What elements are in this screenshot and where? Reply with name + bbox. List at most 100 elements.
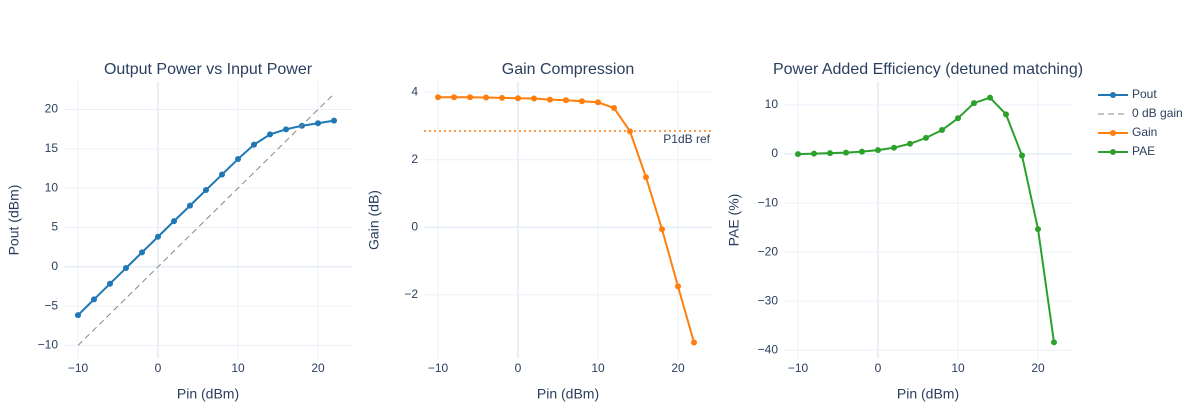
x-tick-label: 20 (671, 361, 685, 375)
legend-item: 0 dB gain (1098, 106, 1183, 120)
marker (675, 283, 681, 290)
marker (659, 226, 665, 233)
chart-title: Power Added Efficiency (detuned matching… (773, 61, 1083, 78)
x-tick-label: 20 (1031, 361, 1045, 375)
legend-label: Gain (1132, 125, 1157, 139)
marker (531, 95, 537, 102)
marker (859, 148, 865, 155)
marker (843, 149, 849, 156)
marker (875, 147, 881, 154)
marker (643, 174, 649, 181)
y-tick-label: 0 (411, 219, 418, 233)
marker (203, 187, 209, 194)
y-tick-label: −2 (404, 287, 418, 301)
legend-item: Gain (1098, 125, 1157, 139)
marker (1019, 152, 1025, 159)
marker (563, 97, 569, 104)
marker (499, 94, 505, 101)
y-tick-label: −40 (758, 342, 779, 356)
y-tick-label: 20 (45, 102, 59, 116)
legend-label: 0 dB gain (1132, 106, 1183, 120)
y-tick-label: −30 (758, 293, 779, 307)
legend-item: Pout (1098, 87, 1157, 101)
x-tick-label: −10 (788, 361, 809, 375)
y-tick-label: 10 (765, 97, 779, 111)
y-tick-label: 0 (771, 146, 778, 160)
legend-marker (1110, 130, 1116, 136)
marker (547, 96, 553, 103)
chart-title: Output Power vs Input Power (104, 61, 313, 78)
legend-marker (1110, 149, 1116, 155)
marker (691, 339, 697, 346)
marker (1003, 111, 1009, 118)
marker (467, 94, 473, 101)
marker (971, 100, 977, 107)
marker (123, 265, 129, 272)
y-tick-label: 4 (411, 84, 418, 98)
series-line (797, 96, 1055, 343)
marker (1035, 226, 1041, 233)
marker (939, 127, 945, 134)
marker (187, 202, 193, 209)
marker (171, 218, 177, 225)
marker (1051, 339, 1057, 346)
y-axis-label: PAE (%) (726, 194, 742, 247)
marker (515, 95, 521, 102)
marker (435, 94, 441, 101)
marker (235, 156, 241, 163)
x-axis-label: Pin (dBm) (177, 386, 239, 402)
marker (139, 249, 145, 256)
marker (75, 312, 81, 319)
y-axis-label: Pout (dBm) (6, 185, 22, 256)
marker (811, 150, 817, 157)
marker (955, 115, 961, 122)
marker (891, 144, 897, 151)
legend-marker (1110, 92, 1116, 98)
reference-label: P1dB ref (663, 132, 710, 146)
x-tick-label: 10 (231, 361, 245, 375)
y-tick-label: 10 (45, 180, 59, 194)
marker (907, 140, 913, 147)
x-tick-label: 0 (875, 361, 882, 375)
x-tick-label: 20 (311, 361, 325, 375)
legend-label: PAE (1132, 144, 1155, 158)
marker (451, 94, 457, 101)
marker (795, 151, 801, 158)
y-tick-label: 15 (45, 141, 59, 155)
marker (595, 99, 601, 106)
x-axis-label: Pin (dBm) (897, 386, 959, 402)
reference-series (77, 93, 335, 346)
x-tick-label: 10 (591, 361, 605, 375)
marker (219, 171, 225, 178)
x-axis-label: Pin (dBm) (537, 386, 599, 402)
y-tick-label: −5 (44, 298, 58, 312)
marker (251, 141, 257, 148)
y-tick-label: −10 (38, 338, 59, 352)
x-tick-label: 10 (951, 361, 965, 375)
marker (483, 94, 489, 101)
marker (579, 98, 585, 105)
series-line (438, 96, 695, 343)
marker (987, 94, 993, 101)
marker (827, 150, 833, 157)
y-tick-label: 5 (51, 220, 58, 234)
x-tick-label: −10 (68, 361, 89, 375)
legend-item: PAE (1098, 144, 1155, 158)
marker (331, 117, 337, 124)
marker (267, 131, 273, 138)
series-line (77, 119, 335, 316)
y-tick-label: 0 (51, 259, 58, 273)
marker (611, 105, 617, 112)
y-tick-label: 2 (411, 152, 418, 166)
marker (91, 296, 97, 303)
y-tick-label: −20 (758, 244, 779, 258)
y-tick-label: −10 (758, 195, 779, 209)
x-tick-label: −10 (428, 361, 449, 375)
x-tick-label: 0 (515, 361, 522, 375)
marker (283, 126, 289, 133)
chart-title: Gain Compression (502, 61, 635, 78)
x-tick-label: 0 (155, 361, 162, 375)
legend-label: Pout (1132, 87, 1157, 101)
y-axis-label: Gain (dB) (366, 190, 382, 250)
